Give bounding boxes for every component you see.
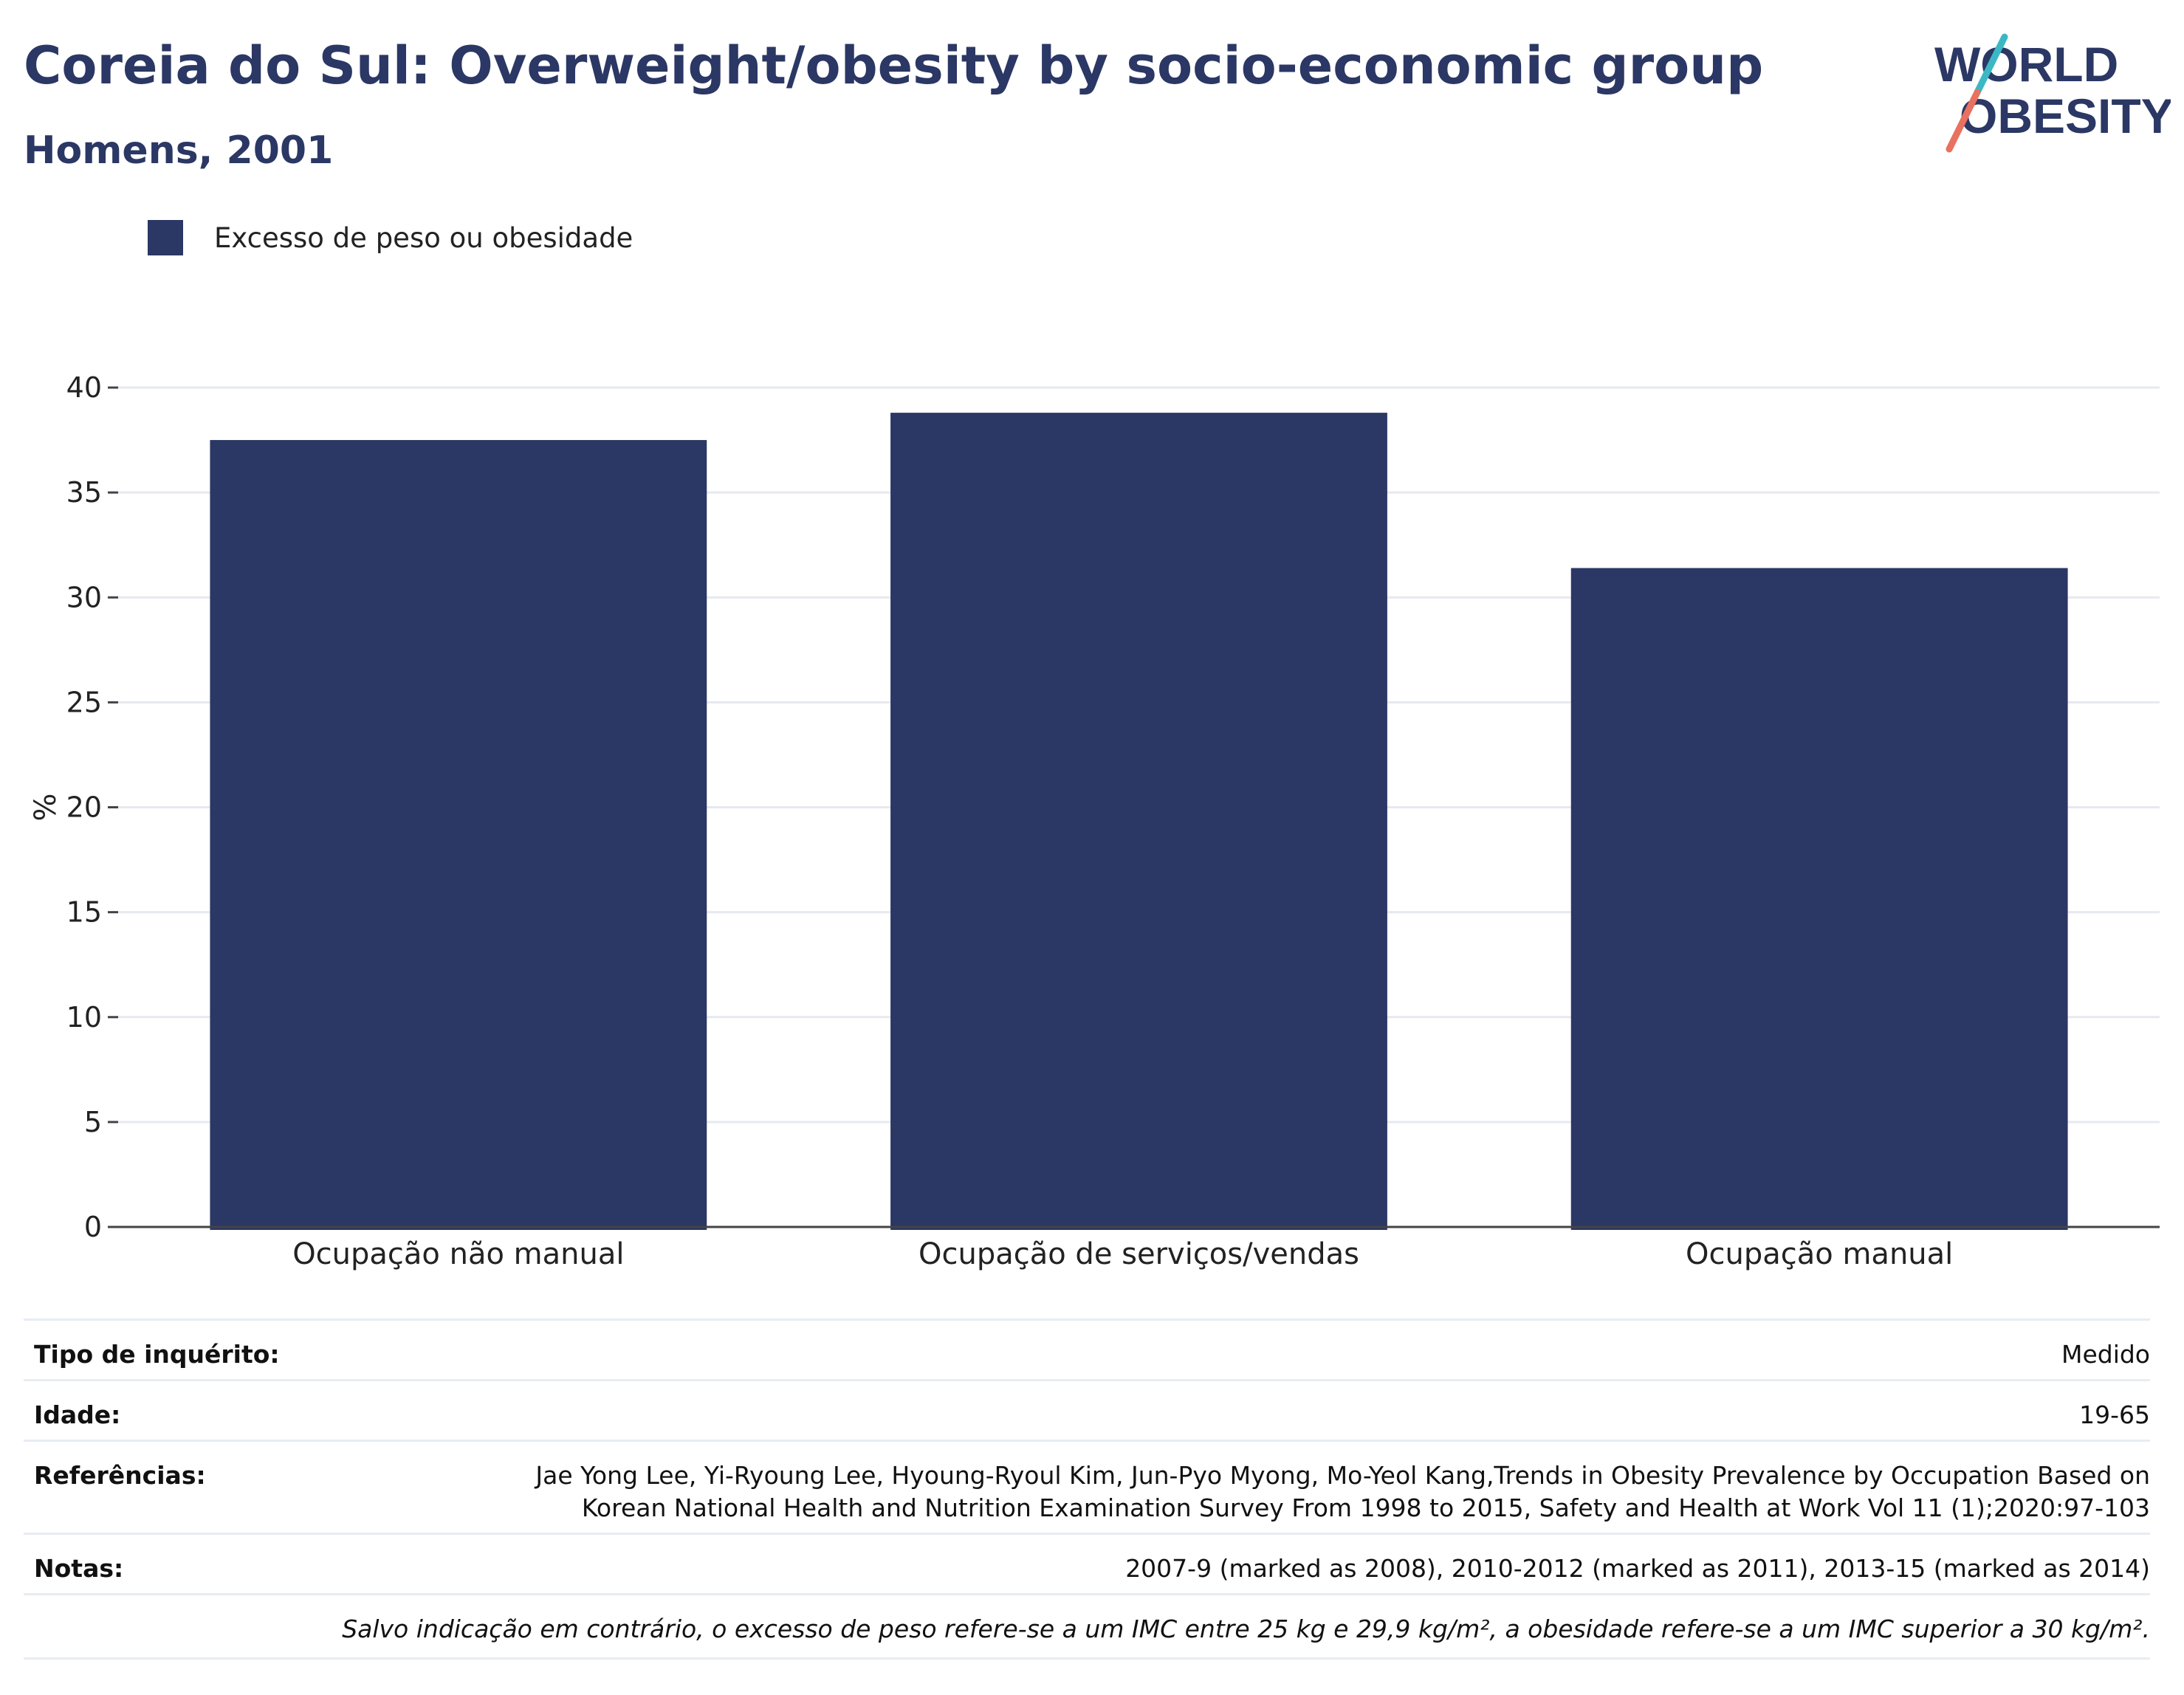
- y-tick-label: 35: [66, 476, 102, 509]
- references-line-1: Jae Yong Lee, Yi-Ryoung Lee, Hyoung-Ryou…: [535, 1461, 2150, 1490]
- y-tick-label: 15: [66, 896, 102, 929]
- y-tick-label: 40: [66, 371, 102, 404]
- info-row-age: Idade: 19-65: [24, 1379, 2150, 1442]
- y-tick-label: 25: [66, 686, 102, 718]
- legend-swatch: [148, 220, 183, 255]
- y-tick-label: 0: [84, 1211, 102, 1243]
- chart-subtitle: Homens, 2001: [24, 128, 334, 173]
- info-row-footnote: Salvo indicação em contrário, o excesso …: [24, 1593, 2150, 1660]
- survey-type-label: Tipo de inquérito:: [34, 1340, 280, 1369]
- y-tick-label: 30: [66, 581, 102, 613]
- x-tick-label: Ocupação de serviços/vendas: [918, 1237, 1359, 1271]
- legend-label: Excesso de peso ou obesidade: [214, 221, 633, 254]
- age-label: Idade:: [34, 1400, 121, 1429]
- footnote: Salvo indicação em contrário, o excesso …: [342, 1615, 2150, 1643]
- bar: [210, 440, 707, 1230]
- chart-title: Coreia do Sul: Overweight/obesity by soc…: [24, 35, 1764, 96]
- bar: [1570, 568, 2068, 1230]
- notes-label: Notas:: [34, 1554, 124, 1583]
- notes-value: 2007-9 (marked as 2008), 2010-2012 (mark…: [1125, 1554, 2150, 1583]
- x-tick-label: Ocupação manual: [1686, 1237, 1953, 1271]
- world-obesity-logo: WORLD OBESITY: [1934, 33, 2171, 153]
- legend[interactable]: Excesso de peso ou obesidade: [148, 220, 633, 255]
- logo-text-obesity: OBESITY: [1960, 89, 2171, 143]
- bar-chart: 0 5 10 15 20 25 30 35 40% Ocupação não manual Ocup…: [29, 371, 2160, 1271]
- y-tick-label: 20: [66, 791, 102, 824]
- y-tick-label: 10: [66, 1001, 102, 1034]
- info-table: Tipo de inquérito: Medido Idade: 19-65 R…: [24, 1318, 2150, 1660]
- age-value: 19-65: [2079, 1400, 2150, 1429]
- logo-slash-teal: [1974, 33, 2008, 96]
- references-label: Referências:: [34, 1461, 206, 1490]
- info-row-survey-type: Tipo de inquérito: Medido: [24, 1318, 2150, 1381]
- logo-text-world: WORLD: [1934, 37, 2118, 92]
- x-tick-label: Ocupação não manual: [292, 1237, 624, 1271]
- y-tick-label: 5: [84, 1106, 102, 1138]
- info-row-notes: Notas: 2007-9 (marked as 2008), 2010-201…: [24, 1533, 2150, 1595]
- logo-slash-coral: [1946, 89, 1981, 153]
- survey-type-value: Medido: [2061, 1340, 2150, 1369]
- info-row-references: Referências: Jae Yong Lee, Yi-Ryoung Lee…: [24, 1440, 2150, 1535]
- bar: [890, 413, 1387, 1230]
- y-axis-label: %: [29, 793, 63, 821]
- references-line-2: Korean National Health and Nutrition Exa…: [581, 1493, 2150, 1522]
